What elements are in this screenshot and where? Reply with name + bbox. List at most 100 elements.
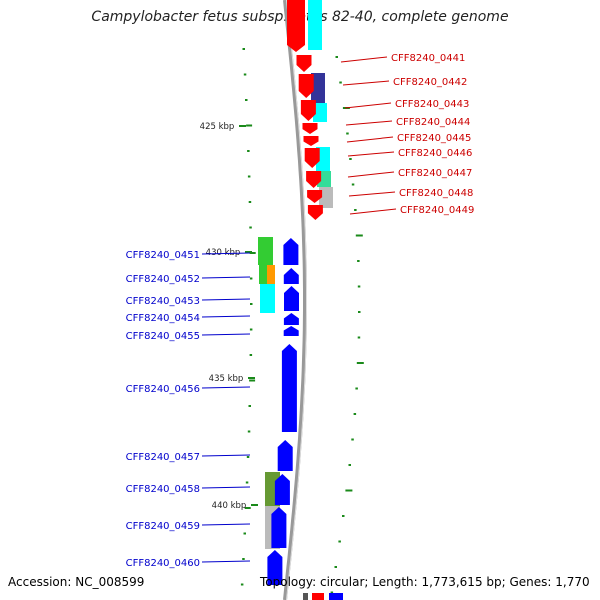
gene-arrow-forward xyxy=(303,136,319,146)
minor-tick xyxy=(247,175,251,178)
gene-label-forward: CFF8240_0449 xyxy=(400,205,474,216)
minor-tick xyxy=(351,438,354,441)
accession-label: Accession: NC_008599 xyxy=(8,575,145,589)
backbone-line xyxy=(283,0,307,600)
cog-bar xyxy=(267,265,275,284)
gene-leader-line xyxy=(201,386,251,389)
gene-leader-line xyxy=(201,252,251,255)
gene-label-reverse: CFF8240_0458 xyxy=(126,484,200,495)
minor-tick xyxy=(357,336,361,339)
minor-tick xyxy=(240,583,244,586)
topology-label: Topology: circular; Length: 1,773,615 bp… xyxy=(260,575,590,589)
minor-tick xyxy=(246,124,253,127)
gene-leader-line xyxy=(201,523,251,526)
gene-arrow-forward xyxy=(304,148,320,168)
gene-label-reverse: CFF8240_0454 xyxy=(126,313,200,324)
cog-bar xyxy=(308,0,322,50)
gene-leader-line xyxy=(346,136,394,143)
gene-label-reverse: CFF8240_0459 xyxy=(126,521,200,532)
major-tick xyxy=(239,125,246,127)
scale-ticks xyxy=(240,48,364,594)
cog-bar xyxy=(258,237,273,265)
minor-tick xyxy=(249,328,253,331)
minor-tick xyxy=(334,566,337,568)
gene-label-forward: CFF8240_0446 xyxy=(398,148,472,159)
gene-arrow-forward xyxy=(298,74,314,98)
gene-arrow-forward xyxy=(300,100,316,121)
gene-leader-line xyxy=(342,80,390,86)
minor-tick xyxy=(249,252,256,254)
gene-arrow-reverse xyxy=(283,326,299,336)
gene-leader-line xyxy=(201,333,251,336)
gene-label-reverse: CFF8240_0456 xyxy=(126,384,200,395)
gene-leader-line xyxy=(201,315,251,318)
gene-arrow-reverse xyxy=(267,550,283,585)
cog-bar xyxy=(260,284,275,313)
gene-label-forward: CFF8240_0441 xyxy=(391,53,465,64)
scale-label: 440 kbp xyxy=(212,501,247,511)
gene-labels: CFF8240_0441 CFF8240_0442 CFF8240_0443 CFF8… xyxy=(126,53,475,569)
minor-tick xyxy=(250,303,253,305)
gene-label-reverse: CFF8240_0452 xyxy=(126,274,200,285)
gene-label-reverse: CFF8240_0453 xyxy=(126,296,200,307)
gene-leader-line xyxy=(201,276,251,279)
minor-tick xyxy=(355,387,358,390)
minor-tick xyxy=(345,489,353,492)
cog-category-bars xyxy=(258,0,333,549)
gene-leader-line xyxy=(347,151,395,157)
backbone-highlight xyxy=(286,0,307,600)
minor-tick xyxy=(242,558,245,560)
major-tick xyxy=(248,377,255,379)
reverse-strand-genes xyxy=(267,238,299,585)
minor-tick xyxy=(339,81,342,84)
gene-arrow-reverse xyxy=(283,313,299,325)
major-tick xyxy=(251,504,258,506)
gene-label-forward: CFF8240_0443 xyxy=(395,99,469,110)
minor-tick xyxy=(357,260,360,262)
minor-tick xyxy=(249,277,253,280)
minor-tick xyxy=(330,591,334,594)
minor-tick xyxy=(246,456,250,458)
gene-leader-line xyxy=(348,191,396,197)
gene-arrow-forward xyxy=(287,0,305,52)
gene-arrow-reverse xyxy=(274,474,290,505)
gene-leader-line xyxy=(345,120,393,126)
cog-bar xyxy=(311,73,325,103)
gene-arrow-forward xyxy=(307,190,323,203)
minor-tick xyxy=(351,183,355,186)
minor-tick xyxy=(245,99,248,101)
minor-tick xyxy=(244,507,251,509)
minor-tick xyxy=(248,405,251,407)
gene-leader-line xyxy=(340,56,388,63)
minor-tick xyxy=(249,226,252,229)
scale-label: 435 kbp xyxy=(209,374,244,384)
scale-label: 425 kbp xyxy=(200,122,235,132)
gene-arrow-reverse xyxy=(281,344,297,432)
gene-label-reverse: CFF8240_0455 xyxy=(126,331,200,342)
gene-label-forward: CFF8240_0445 xyxy=(397,133,471,144)
gene-leader-line xyxy=(347,171,395,178)
cog-bar xyxy=(313,103,327,122)
gene-leader-line xyxy=(349,208,397,215)
gene-leader-line xyxy=(201,486,251,489)
gene-label-reverse: CFF8240_0460 xyxy=(126,558,200,569)
minor-tick xyxy=(243,532,246,535)
minor-tick xyxy=(247,430,251,433)
scale-label: 430 kbp xyxy=(206,248,241,258)
cog-bar xyxy=(319,187,333,208)
genome-backbone xyxy=(283,0,307,600)
scale-labels: 425 kbp 430 kbp 435 kbp 440 kbp xyxy=(200,122,258,511)
minor-tick xyxy=(356,362,364,364)
gene-arrow-forward xyxy=(307,205,323,220)
gene-arrow-forward xyxy=(329,593,343,600)
gene-leader-line xyxy=(201,454,251,457)
gene-arrow-reverse xyxy=(284,286,299,311)
minor-tick xyxy=(342,515,345,517)
forward-strand-genes xyxy=(287,0,343,600)
minor-tick xyxy=(357,285,361,288)
gene-arrow-forward xyxy=(302,123,318,134)
gene-arrow-reverse xyxy=(283,268,299,284)
gene-arrow-reverse xyxy=(283,238,299,265)
minor-tick xyxy=(242,48,245,50)
